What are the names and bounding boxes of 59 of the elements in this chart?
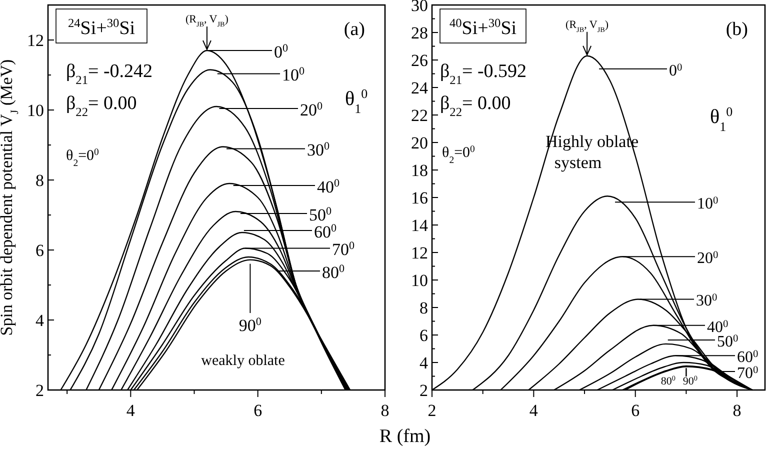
y-tick-label: 12 [27, 30, 44, 50]
y-tick-label: 12 [411, 243, 428, 262]
legend-label: 10$^{0}$ [282, 66, 305, 85]
legend-label: 20$^{0}$ [697, 250, 718, 268]
y-tick-label: 18 [411, 160, 428, 180]
series-label: 80$^{0}$ [660, 374, 676, 388]
annotation: weakly oblate [201, 353, 286, 369]
annotation: θ$_{2}$=0$^{0}$ [66, 146, 100, 168]
y-tick-label: 4 [36, 310, 44, 330]
legend-label: 0$^{0}$ [274, 42, 288, 62]
x-tick-label: 8 [380, 401, 390, 420]
y-tick-label: 6 [36, 240, 44, 260]
legend-label: 10$^{0}$ [697, 195, 718, 213]
text: 90$^{0}$ [238, 316, 262, 335]
y-tick-label: 2 [36, 380, 44, 400]
legend-label: 80$^{0}$ [322, 262, 345, 282]
y-tick-label: 4 [420, 353, 428, 372]
y-tick-label: 10 [411, 270, 428, 290]
legend-label: 30$^{0}$ [307, 140, 330, 160]
x-tick-label: 4 [529, 401, 538, 420]
annotation: β$_{22}$= 0.00 [440, 93, 511, 119]
y-tick-label: 10 [27, 100, 44, 120]
y-tick-label: 24 [411, 78, 428, 98]
annotation: β$_{21}$= -0.592 [440, 61, 527, 87]
y-tick-label: 26 [411, 50, 428, 70]
y-tick-label: 8 [36, 170, 44, 190]
x-tick-label: 6 [631, 401, 640, 420]
legend-label: 40$^{0}$ [317, 177, 340, 196]
annotation: (R$_{JB}$, V$_{JB}$) [566, 18, 609, 34]
y-tick-label: 20 [411, 133, 428, 152]
legend-label: 60$^{0}$ [737, 348, 758, 366]
y-tick-label: 6 [420, 326, 428, 345]
legend-label: 70$^{0}$ [332, 240, 355, 260]
annotation: β$_{22}$= 0.00 [66, 93, 137, 119]
x-tick-label: 6 [254, 401, 262, 420]
legend-label: 0$^{0}$ [669, 62, 682, 80]
y-tick-label: 22 [411, 106, 428, 125]
x-tick-label: 4 [126, 401, 136, 420]
y-tick-label: 8 [420, 298, 428, 318]
y-tick-label: 30 [411, 0, 428, 15]
annotation: (b) [726, 19, 748, 40]
annotation: (R$_{JB}$, V$_{JB}$) [185, 14, 229, 28]
text: $^{40}$Si+$^{30}$Si [449, 16, 517, 39]
y-tick-label: 14 [411, 216, 428, 235]
legend-label: 50$^{0}$ [309, 205, 332, 224]
text: $^{24}$Si+$^{30}$Si [68, 16, 136, 39]
annotation: θ$_{2}$=0$^{0}$ [442, 144, 476, 166]
annotation: β$_{21}$= -0.242 [66, 61, 153, 87]
series-label: 90$^{0}$ [682, 374, 698, 388]
legend-label: 20$^{0}$ [300, 100, 323, 120]
x-axis-title: R (fm) [379, 426, 431, 447]
legend-label: 30$^{0}$ [696, 292, 718, 310]
y-tick-label: 2 [420, 380, 428, 400]
y-tick-label: 16 [411, 188, 428, 208]
legend-label: 60$^{0}$ [314, 222, 337, 242]
legend-label: 70$^{0}$ [737, 364, 758, 382]
x-tick-label: 8 [732, 401, 742, 420]
y-tick-label: 28 [411, 23, 428, 42]
annotation: (a) [344, 19, 365, 40]
